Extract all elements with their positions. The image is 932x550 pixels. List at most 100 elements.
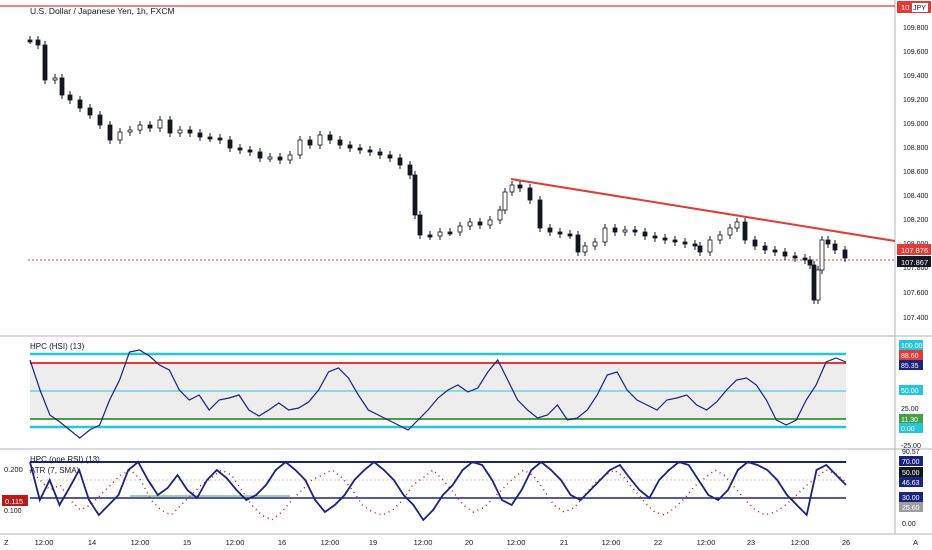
candle-body (527, 187, 533, 201)
candle-body (467, 221, 473, 227)
candle-body (207, 136, 213, 140)
candle-body (819, 239, 825, 271)
candles-group (27, 36, 848, 304)
price-tick-label: 108.200 (903, 217, 928, 224)
candle-body (327, 134, 333, 141)
time-axis-label: 12:00 (131, 538, 150, 547)
candle-body (752, 239, 758, 247)
candle-body (567, 233, 573, 237)
atr-title: ATR (7, SMA) (30, 466, 80, 475)
candle-body (662, 237, 668, 241)
price-tick-label: 109.200 (903, 97, 928, 104)
time-axis-right-corner[interactable]: A (913, 538, 918, 547)
time-axis-label: 14 (88, 538, 96, 547)
symbol-title: U.S. Dollar / Japanese Yen, 1h, FXCM (30, 6, 175, 16)
time-axis-label: 12:00 (697, 538, 716, 547)
price-tick-label: 108.400 (903, 193, 928, 200)
candle-body (27, 39, 33, 43)
candle-body (147, 124, 153, 129)
candle-body (67, 94, 73, 101)
candle-body (267, 156, 273, 160)
candle-body (509, 184, 515, 193)
candle-body (832, 243, 838, 251)
time-axis-label: 12:00 (602, 538, 621, 547)
hsi-tick-badge (899, 340, 923, 350)
time-axis-label: 12:00 (791, 538, 810, 547)
atr-left-badge (2, 495, 28, 506)
time-axis-label: 21 (560, 538, 568, 547)
candle-body (582, 245, 588, 253)
candle-body (377, 151, 383, 156)
candle-body (367, 149, 373, 153)
candle-body (815, 269, 821, 301)
rsi-line (29, 460, 847, 522)
candle-body (427, 234, 433, 238)
candle-body (497, 209, 503, 221)
price-tick-label: 109.000 (903, 121, 928, 128)
candle-body (217, 137, 223, 141)
atr-tick-badge (899, 477, 923, 487)
candle-body (237, 147, 243, 151)
hsi-indicator-pane[interactable]: HPC (HSI) (13) 100.00 88.60 85.35 50.00 25.0… (29, 340, 923, 450)
price-tick-label: 107.600 (903, 290, 928, 297)
price-tick-label: 109.400 (903, 73, 928, 80)
candle-body (87, 107, 93, 116)
candle-body (537, 199, 543, 229)
hsi-tick-label: 11.30 (901, 417, 918, 424)
symbol-short-text: JPY (913, 5, 926, 12)
descending-trendline[interactable] (510, 178, 896, 242)
candle-body (802, 257, 808, 261)
candle-body (672, 239, 678, 243)
candle-body (35, 39, 41, 46)
candle-body (307, 139, 313, 146)
candle-body (157, 119, 163, 129)
time-axis-label: 22 (654, 538, 662, 547)
top-scale-badge-text: 10 (901, 3, 909, 12)
time-axis[interactable]: Z A 12:00 14 12:00 15 12:00 16 12:00 19 12:00 20 1… (4, 538, 918, 547)
atr-tick-label: 30.00 (902, 495, 920, 502)
time-axis-label: 12:00 (321, 538, 340, 547)
candle-body (447, 231, 453, 235)
candle-body (727, 227, 733, 236)
atr-indicator-pane[interactable]: HPC (one RSI) (13) ATR (7, SMA) 0.200 0.… (2, 449, 923, 528)
hsi-scale-ticks: 100.00 88.60 85.35 50.00 25.00 11.30 0.00 -25.0… (899, 340, 923, 450)
hsi-title: HPC (HSI) (13) (30, 342, 85, 351)
candle-body (825, 239, 831, 245)
candle-body (287, 154, 293, 161)
candle-body (592, 241, 598, 247)
hsi-tick-badge (899, 360, 923, 370)
candle-body (547, 227, 553, 233)
time-axis-left-corner[interactable]: Z (4, 538, 9, 547)
candle-body (762, 245, 768, 251)
atr-tick-badge (899, 502, 923, 512)
price-scale[interactable]: 10 JPY 109.800 109.600 109.400 109.200 109.0… (897, 1, 931, 322)
hsi-tick-label: -25.00 (901, 443, 921, 450)
candle-body (397, 157, 403, 166)
candle-body (257, 151, 263, 159)
atr-tick-badge (899, 467, 923, 477)
hsi-tick-label: 88.60 (901, 353, 919, 360)
candle-body (297, 139, 303, 156)
time-axis-label: 23 (747, 538, 755, 547)
candle-body (227, 139, 233, 149)
atr-tick-label: 70.00 (902, 459, 920, 466)
candle-body (357, 147, 363, 151)
time-axis-label: 20 (465, 538, 473, 547)
candle-body (612, 227, 618, 233)
hsi-tick-badge (899, 350, 923, 360)
atr-tick-label: 25.60 (902, 505, 920, 512)
price-pane[interactable] (0, 5, 896, 304)
candle-body (807, 259, 813, 266)
candle-body (107, 124, 113, 141)
candle-body (557, 231, 563, 235)
candle-body (734, 221, 740, 229)
time-axis-label: 19 (369, 538, 377, 547)
candle-body (277, 156, 283, 161)
candle-body (407, 164, 413, 176)
candle-body (632, 229, 638, 233)
last-price-badge-black (897, 256, 931, 267)
candle-body (317, 134, 323, 146)
candle-body (682, 241, 688, 245)
